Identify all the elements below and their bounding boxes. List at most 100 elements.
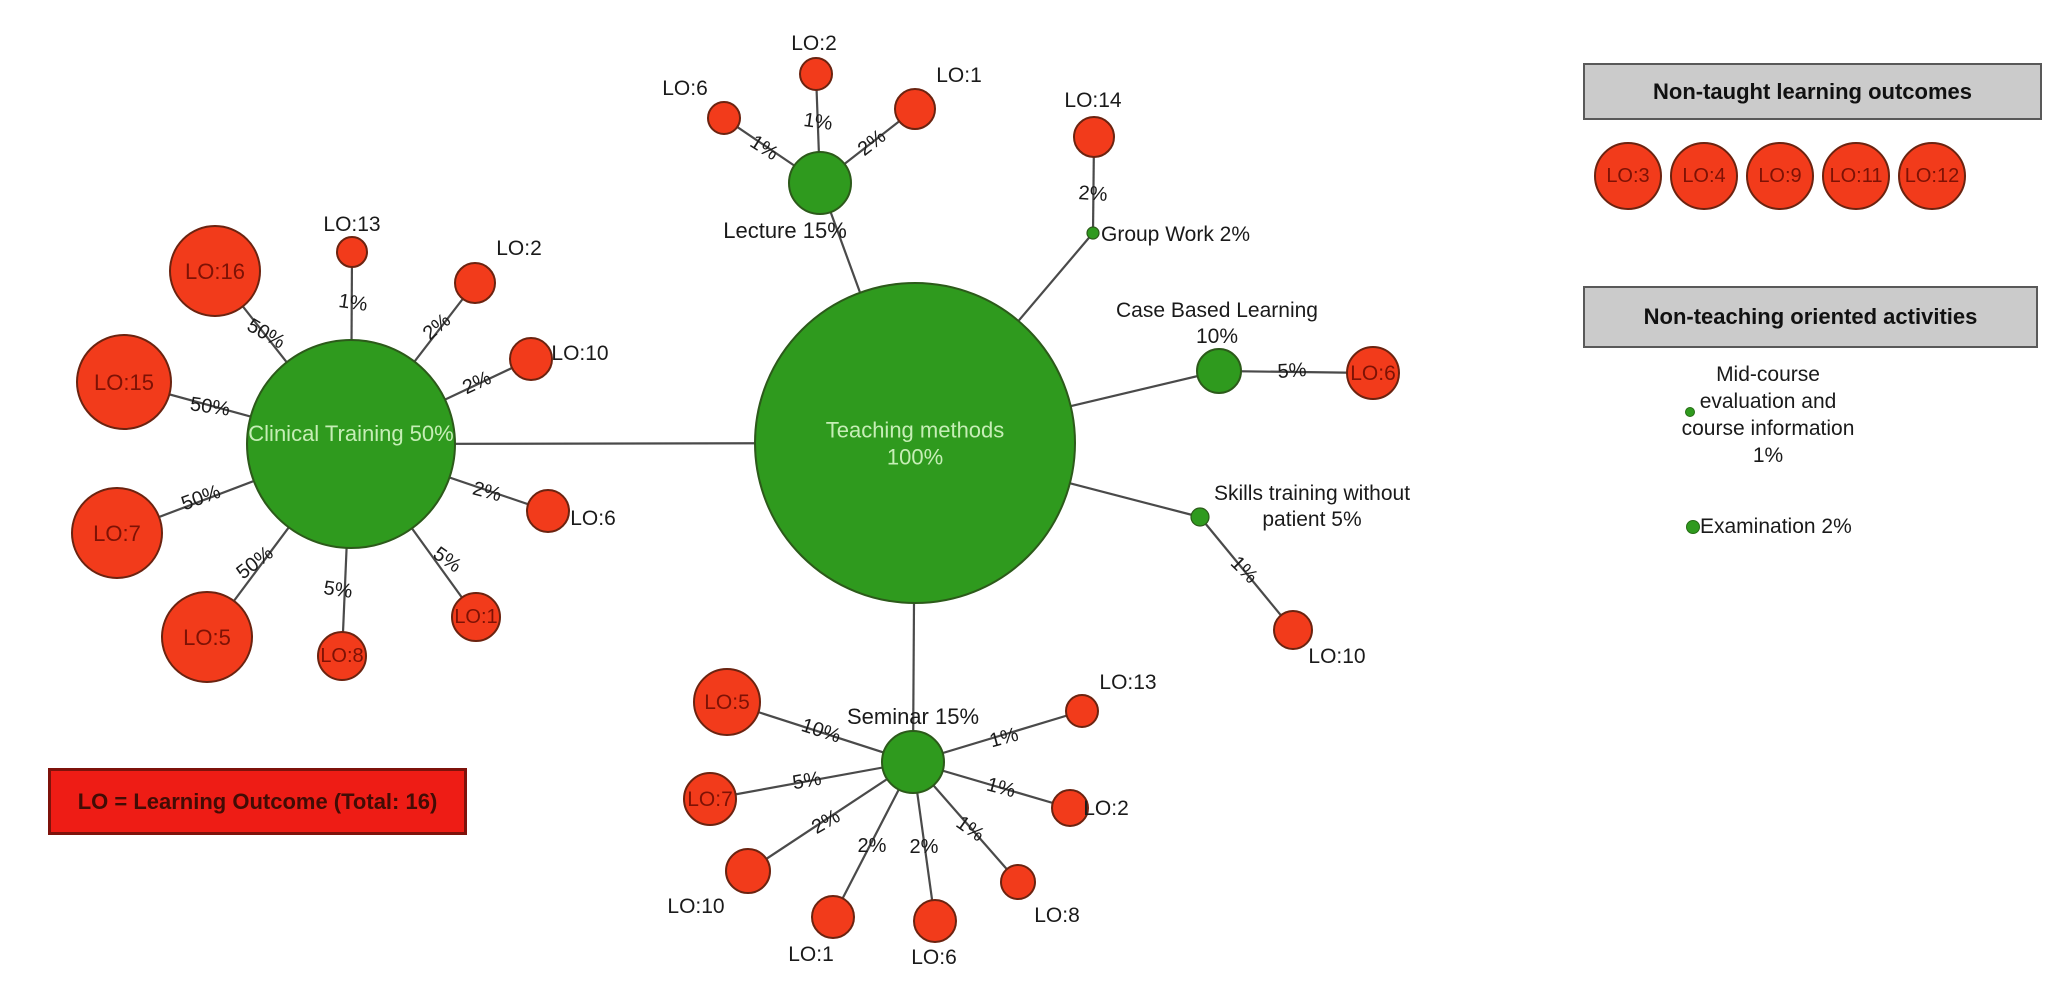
node-label-sem-lo6: LO:6 <box>911 946 957 969</box>
node-label-lec-lo6: LO:6 <box>662 77 708 100</box>
edge-label-clinical-ct-lo16: 50% <box>243 314 289 353</box>
mid-course-label: Mid-course evaluation and course informa… <box>1681 363 1855 467</box>
node-cbl-lo6 <box>1346 346 1400 400</box>
mid-course-node-dot <box>1685 407 1695 417</box>
node-label-skills-lo10: LO:10 <box>1308 645 1365 668</box>
examination-label: Examination 2% <box>1700 515 1852 538</box>
edge-label-clinical-ct-lo8: 5% <box>322 577 354 603</box>
node-skills-lo10 <box>1273 610 1313 650</box>
legend-circle-lo-3: LO:3 <box>1594 142 1662 210</box>
legend-circle-label: LO:12 <box>1904 164 1960 187</box>
node-sem-lo2 <box>1051 789 1089 827</box>
node-label-ct-lo7: LO:7 <box>93 521 141 546</box>
edge-label-lecture-lec-lo1: 2% <box>854 125 890 160</box>
node-label-ct-lo16: LO:16 <box>185 259 245 284</box>
node-label-case: Case Based Learning 10% <box>1116 299 1318 348</box>
legend-circle-label: LO:4 <box>1682 164 1726 187</box>
node-lo14 <box>1073 116 1115 158</box>
edge-skills-dot-skills-lo10 <box>1199 516 1294 631</box>
node-label-lec-lo1: LO:1 <box>936 64 982 87</box>
non-taught-lo-circles: LO:3 LO:4 LO:9 LO:11 LO:12 <box>1594 142 1966 210</box>
non-taught-legend-title: Non-taught learning outcomes <box>1653 78 1972 104</box>
legend-circle-lo-11: LO:11 <box>1822 142 1890 210</box>
non-teaching-legend-box: Non-teaching oriented activities <box>1583 286 2038 348</box>
node-label-ct-lo5: LO:5 <box>183 625 231 650</box>
node-sem-lo10 <box>725 848 771 894</box>
node-label-ct-lo8: LO:8 <box>320 645 363 667</box>
node-teaching <box>754 282 1076 604</box>
node-sem-lo8 <box>1000 864 1036 900</box>
edge-label-lecture-lec-lo2: 1% <box>802 109 834 135</box>
non-teaching-legend-title: Non-teaching oriented activities <box>1643 304 1978 329</box>
node-lec-lo1 <box>894 88 936 130</box>
edge-label-skills-dot-skills-lo10: 1% <box>1226 552 1262 588</box>
legend-circle-lo-4: LO:4 <box>1670 142 1738 210</box>
node-label-sem-lo7: LO:7 <box>687 788 733 811</box>
node-label-lo14: LO:14 <box>1064 89 1122 112</box>
lo-abbreviation-note-text: LO = Learning Outcome (Total: 16) <box>77 788 438 814</box>
edge-label-case-cbl-lo6: 5% <box>1277 359 1308 383</box>
edge-label-seminar-sem-lo13: 1% <box>987 724 1021 753</box>
edge-label-seminar-sem-lo2: 1% <box>984 774 1018 803</box>
node-label-sem-lo13: LO:13 <box>1099 671 1156 694</box>
legend-circle-label: LO:9 <box>1758 164 1802 187</box>
edge-label-seminar-sem-lo6: 2% <box>910 836 939 858</box>
node-lec-lo2 <box>799 57 833 91</box>
node-label-group-dot: Group Work 2% <box>1101 223 1250 246</box>
node-sem-lo5 <box>693 668 761 736</box>
node-ct-lo16 <box>169 225 261 317</box>
node-label-seminar: Seminar 15% <box>847 704 979 729</box>
node-ct-lo10 <box>509 337 553 381</box>
node-ct-lo2 <box>454 262 496 304</box>
lo-abbreviation-note: LO = Learning Outcome (Total: 16) <box>48 768 467 835</box>
examination-node-dot <box>1686 520 1700 534</box>
node-label-sem-lo8: LO:8 <box>1034 904 1080 927</box>
node-label-sem-lo10: LO:10 <box>667 895 724 918</box>
node-seminar <box>881 730 945 794</box>
node-label-ct-lo10: LO:10 <box>551 342 608 365</box>
node-lec-lo6 <box>707 101 741 135</box>
node-clinical <box>246 339 456 549</box>
edge-label-seminar-sem-lo5: 10% <box>799 714 844 747</box>
node-sem-lo6 <box>913 899 957 943</box>
node-ct-lo15 <box>76 334 172 430</box>
node-skills-dot <box>1190 507 1210 527</box>
node-ct-lo8 <box>317 631 367 681</box>
node-lecture <box>788 151 852 215</box>
edge-label-clinical-ct-lo1: 5% <box>429 543 465 578</box>
node-ct-lo1 <box>451 592 501 642</box>
edge-seminar-sem-lo10 <box>747 761 914 872</box>
edge-label-clinical-ct-lo10: 2% <box>459 367 495 399</box>
legend-circle-label: LO:11 <box>1829 164 1883 187</box>
node-label-ct-lo6: LO:6 <box>570 507 616 530</box>
legend-circle-lo-9: LO:9 <box>1746 142 1814 210</box>
node-ct-lo6 <box>526 489 570 533</box>
node-label-sem-lo2: LO:2 <box>1083 797 1129 820</box>
edge-label-seminar-sem-lo7: 5% <box>791 768 824 795</box>
node-label-clinical: Clinical Training 50% <box>248 421 453 446</box>
non-taught-legend-box: Non-taught learning outcomes <box>1583 63 2042 120</box>
node-label-lecture: Lecture 15% <box>723 218 847 243</box>
node-sem-lo7 <box>683 772 737 826</box>
node-ct-lo5 <box>161 591 253 683</box>
edge-label-clinical-ct-lo13: 1% <box>337 290 369 316</box>
node-label-sem-lo5: LO:5 <box>704 691 750 714</box>
edge-label-clinical-ct-lo7: 50% <box>178 481 223 515</box>
edge-label-clinical-ct-lo15: 50% <box>189 393 232 420</box>
edge-label-group-dot-lo14: 2% <box>1078 182 1109 206</box>
legend-circle-label: LO:3 <box>1606 164 1650 187</box>
edge-seminar-sem-lo7 <box>709 760 914 801</box>
node-label-sem-lo1: LO:1 <box>788 943 834 966</box>
node-label-ct-lo1: LO:1 <box>454 606 497 628</box>
node-label-ct-lo13: LO:13 <box>323 213 380 236</box>
node-sem-lo1 <box>811 895 855 939</box>
node-sem-lo13 <box>1065 694 1099 728</box>
node-label-ct-lo2: LO:2 <box>496 237 542 260</box>
node-label-skills-dot: Skills training without patient 5% <box>1214 482 1410 531</box>
node-label-teaching: Teaching methods 100% <box>826 417 1005 469</box>
legend-circle-lo-12: LO:12 <box>1898 142 1966 210</box>
node-ct-lo7 <box>71 487 163 579</box>
edge-label-clinical-ct-lo5: 50% <box>232 542 277 584</box>
